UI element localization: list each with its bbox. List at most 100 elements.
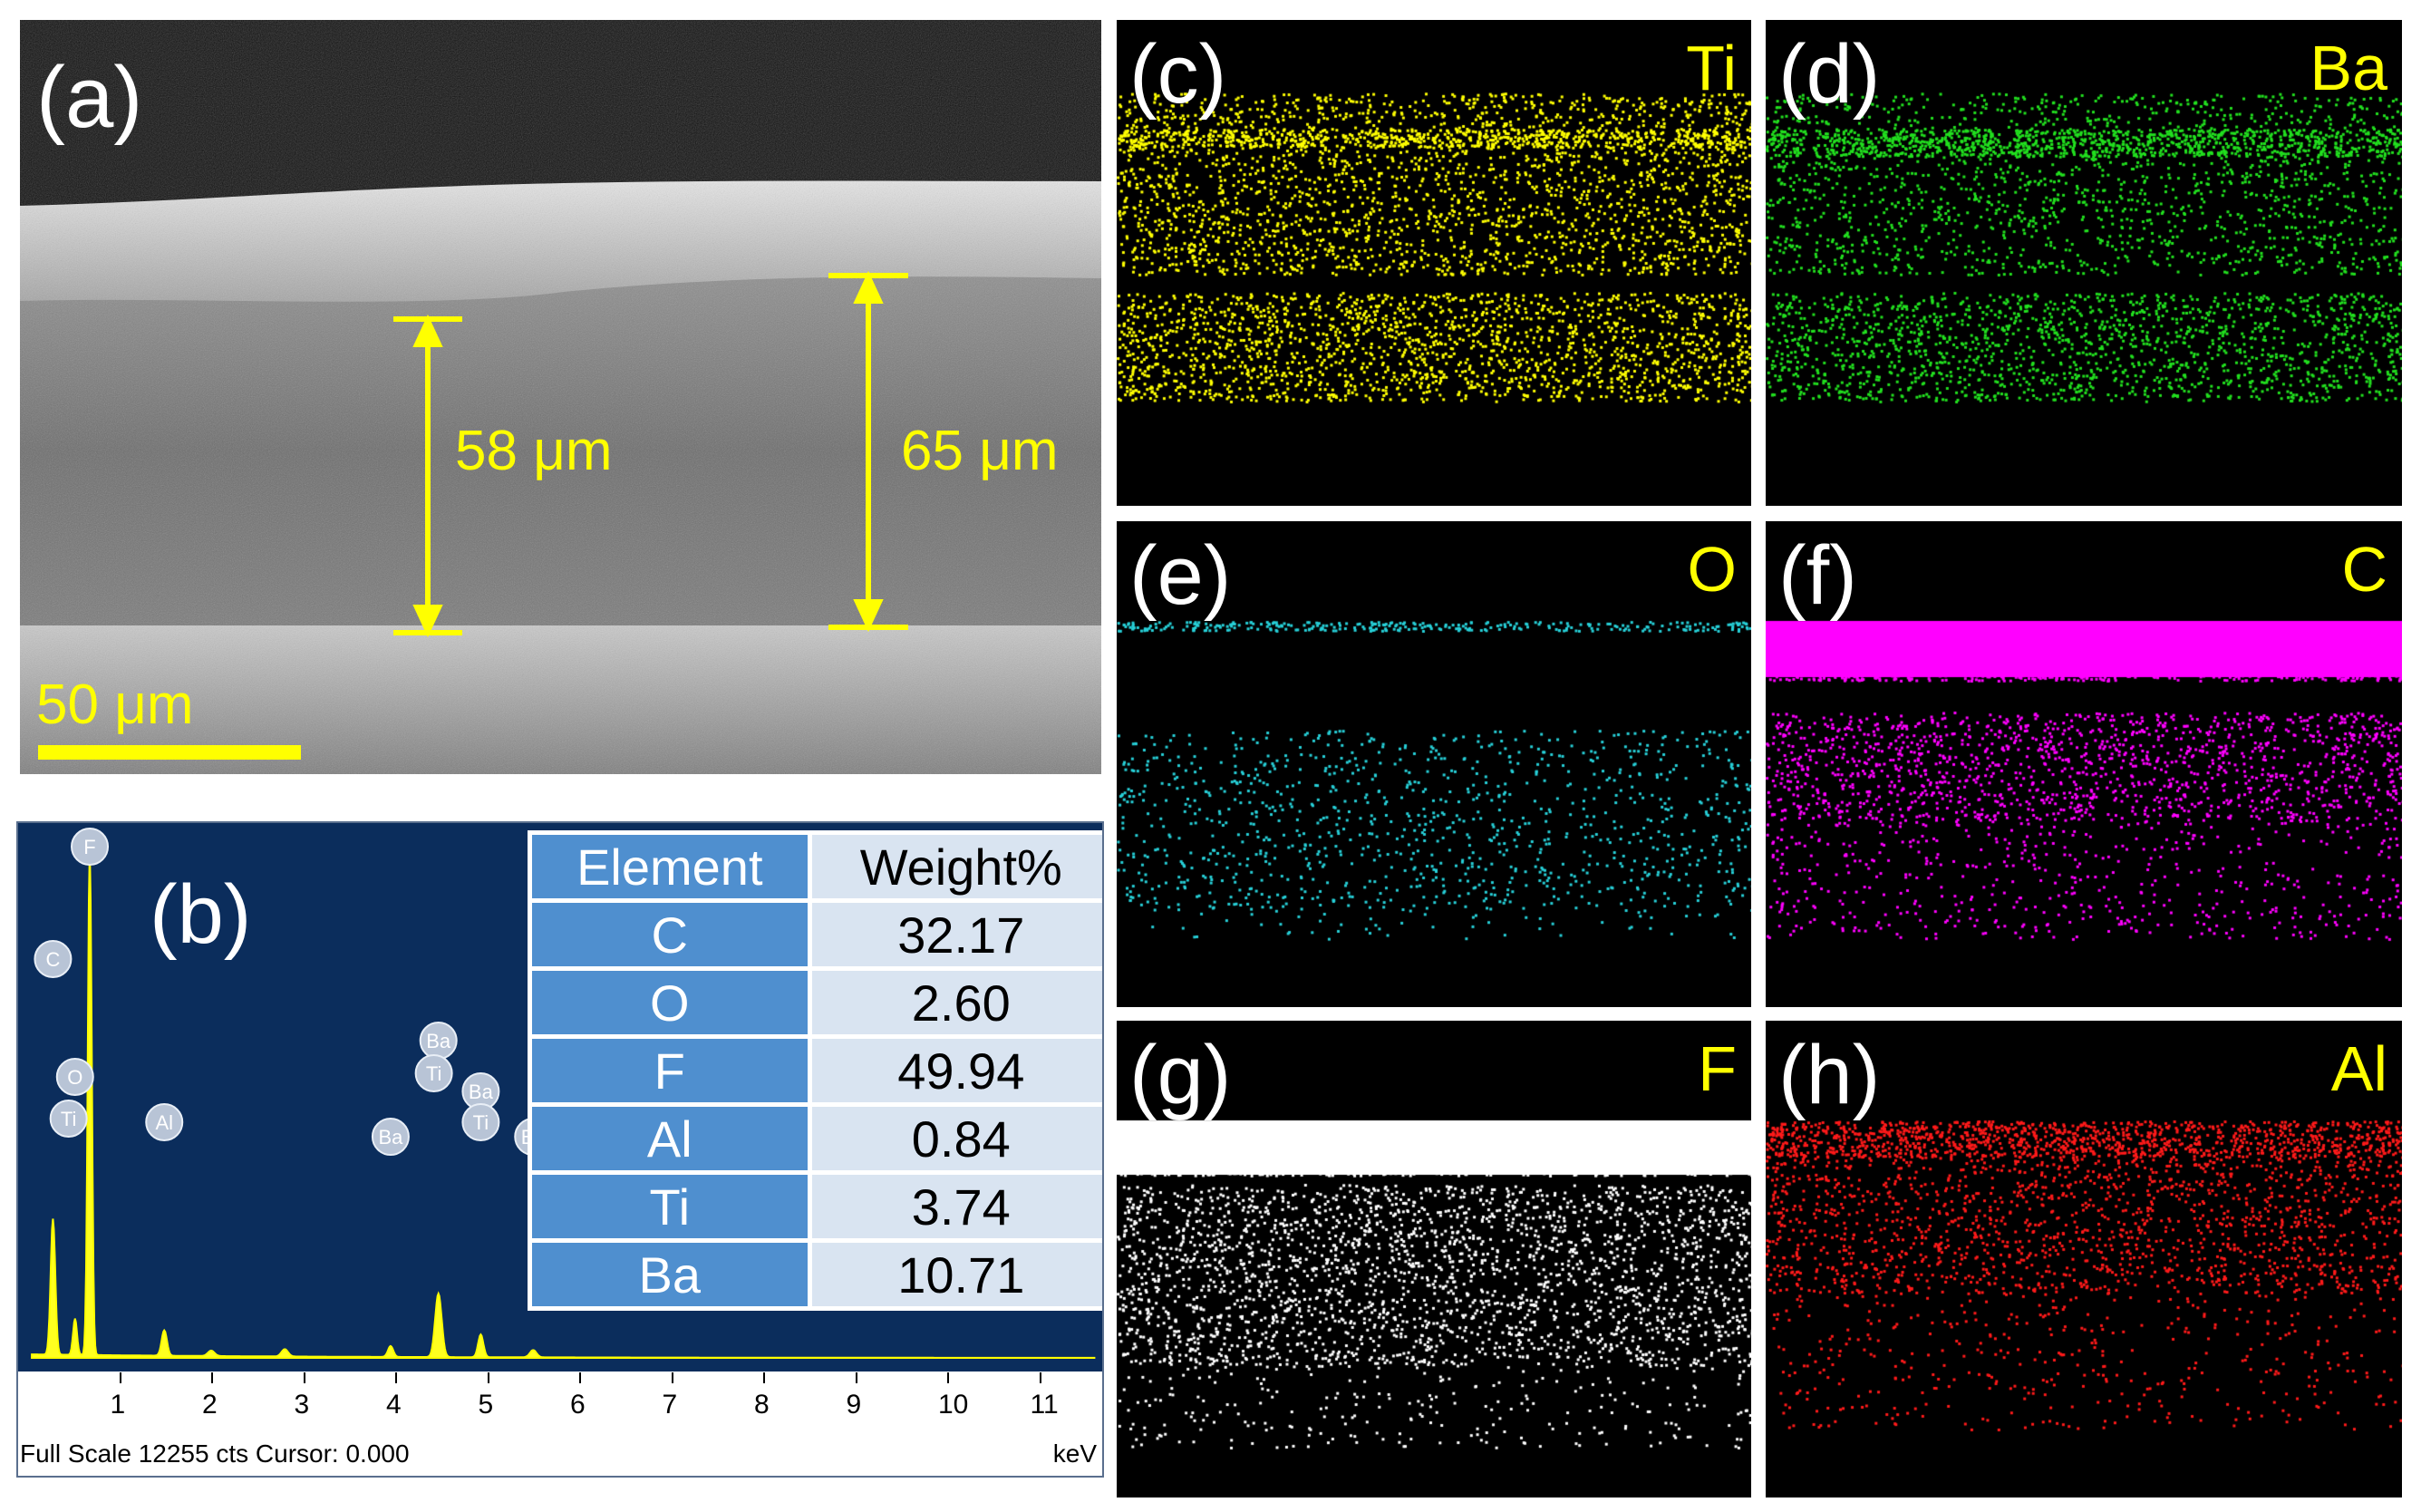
map-letter: (c) xyxy=(1129,28,1227,121)
sem-image xyxy=(20,20,1101,774)
table-row: Ti 3.74 xyxy=(528,1170,1102,1243)
svg-text:O: O xyxy=(67,1066,82,1089)
map-panel-f: (g) F xyxy=(1117,1021,1751,1497)
map-element-label: O xyxy=(1687,534,1737,605)
eds-spectrum-panel: FCOTiAlBaTiBaBaTiBa (b) Element Weight% … xyxy=(16,821,1104,1478)
peak-label: Ti xyxy=(49,1100,88,1138)
x-axis-unit: keV xyxy=(1052,1439,1097,1468)
element-cell: F xyxy=(528,1034,812,1107)
x-tick-mark xyxy=(947,1372,949,1383)
x-tick-label: 7 xyxy=(662,1390,678,1420)
peak-label: Ba xyxy=(461,1072,500,1110)
x-tick-label: 10 xyxy=(938,1390,969,1420)
thickness-right-label: 65 μm xyxy=(901,420,1059,482)
x-tick-label: 4 xyxy=(386,1390,402,1420)
x-tick-label: 11 xyxy=(1030,1390,1059,1420)
scale-bar-label: 50 μm xyxy=(36,674,194,736)
x-tick-label: 2 xyxy=(202,1390,218,1420)
eds-spectrum-trace xyxy=(31,847,1096,1359)
weight-cell: 32.17 xyxy=(807,898,1102,971)
peak-label: Ba xyxy=(371,1118,410,1156)
x-tick-mark xyxy=(671,1372,673,1383)
sem-cross-section-panel: (a) 58 μm 65 μm 50 μm xyxy=(20,20,1101,774)
weight-cell: 49.94 xyxy=(807,1034,1102,1107)
weight-cell: 3.74 xyxy=(807,1170,1102,1243)
svg-text:F: F xyxy=(83,836,95,858)
map-panel-c: (f) C xyxy=(1766,521,2402,1007)
composition-table: Element Weight% C 32.17 O 2.60 F 49.94 Al 0.… xyxy=(528,830,1102,1311)
map-element-label: F xyxy=(1698,1033,1737,1104)
eds-footer-info: Full Scale 12255 cts Cursor: 0.000 xyxy=(20,1439,410,1468)
weight-cell: 2.60 xyxy=(807,966,1102,1039)
x-tick-mark xyxy=(395,1372,397,1383)
peak-label: Ti xyxy=(461,1103,500,1141)
svg-text:Ba: Ba xyxy=(426,1030,451,1052)
map-element-label: Ba xyxy=(2310,33,2387,103)
table-header-weight: Weight% xyxy=(807,830,1102,903)
element-cell: Ba xyxy=(528,1238,812,1311)
eds-spectrum-chart: FCOTiAlBaTiBaBaTiBa xyxy=(31,828,1096,1359)
scale-bar xyxy=(38,745,301,760)
ba-distribution-map xyxy=(1766,20,2402,506)
map-panel-ba: (d) Ba xyxy=(1766,20,2402,506)
svg-text:C: C xyxy=(45,948,60,971)
x-tick-label: 6 xyxy=(570,1390,586,1420)
map-letter: (e) xyxy=(1129,529,1232,622)
peak-label: Ba xyxy=(419,1022,458,1060)
c-distribution-map xyxy=(1766,521,2402,1007)
map-panel-o: (e) O xyxy=(1117,521,1751,1007)
al-distribution-map xyxy=(1766,1021,2402,1497)
x-tick-mark xyxy=(855,1372,857,1383)
weight-cell: 10.71 xyxy=(807,1238,1102,1311)
svg-text:Ba: Ba xyxy=(378,1126,403,1149)
x-tick-mark xyxy=(763,1372,765,1383)
svg-text:Ti: Ti xyxy=(61,1108,77,1130)
map-element-label: Al xyxy=(2330,1033,2387,1104)
table-row: Al 0.84 xyxy=(528,1102,1102,1175)
element-cell: Ti xyxy=(528,1170,812,1243)
peak-label: Ti xyxy=(414,1054,453,1092)
x-tick-label: 9 xyxy=(846,1390,862,1420)
x-tick-label: 5 xyxy=(478,1390,494,1420)
map-letter: (d) xyxy=(1778,28,1881,121)
x-tick-mark xyxy=(119,1372,121,1383)
f-distribution-map xyxy=(1117,1021,1751,1497)
table-row: C 32.17 xyxy=(528,898,1102,971)
svg-text:Ti: Ti xyxy=(473,1111,489,1134)
o-distribution-map xyxy=(1117,521,1751,1007)
x-tick-mark xyxy=(487,1372,489,1383)
table-row: F 49.94 xyxy=(528,1034,1102,1107)
element-cell: Al xyxy=(528,1102,812,1175)
ti-distribution-map xyxy=(1117,20,1751,506)
peak-label: F xyxy=(71,828,110,866)
map-element-label: Ti xyxy=(1686,33,1737,103)
element-cell: C xyxy=(528,898,812,971)
map-panel-al: (h) Al xyxy=(1766,1021,2402,1497)
svg-text:Ba: Ba xyxy=(469,1081,494,1103)
svg-text:Ti: Ti xyxy=(426,1062,442,1085)
map-letter: (h) xyxy=(1778,1029,1881,1121)
element-cell: O xyxy=(528,966,812,1039)
map-letter: (g) xyxy=(1129,1029,1232,1121)
x-tick-mark xyxy=(1039,1372,1041,1383)
x-tick-mark xyxy=(211,1372,213,1383)
panel-a-label: (a) xyxy=(36,49,143,146)
peak-label: Al xyxy=(145,1103,184,1141)
x-tick-label: 1 xyxy=(110,1390,126,1420)
weight-cell: 0.84 xyxy=(807,1102,1102,1175)
map-panel-ti: (c) Ti xyxy=(1117,20,1751,506)
x-tick-label: 8 xyxy=(754,1390,770,1420)
table-header-element: Element xyxy=(528,830,812,903)
x-tick-mark xyxy=(579,1372,581,1383)
peak-label: C xyxy=(34,940,73,978)
thickness-left-label: 58 μm xyxy=(455,420,613,482)
peak-label: O xyxy=(55,1058,94,1096)
map-element-label: C xyxy=(2341,534,2387,605)
svg-text:Al: Al xyxy=(155,1111,173,1134)
panel-b-label: (b) xyxy=(150,868,252,961)
table-row: O 2.60 xyxy=(528,966,1102,1039)
map-letter: (f) xyxy=(1778,529,1857,622)
table-row: Ba 10.71 xyxy=(528,1238,1102,1311)
x-tick-label: 3 xyxy=(294,1390,310,1420)
x-tick-mark xyxy=(303,1372,305,1383)
